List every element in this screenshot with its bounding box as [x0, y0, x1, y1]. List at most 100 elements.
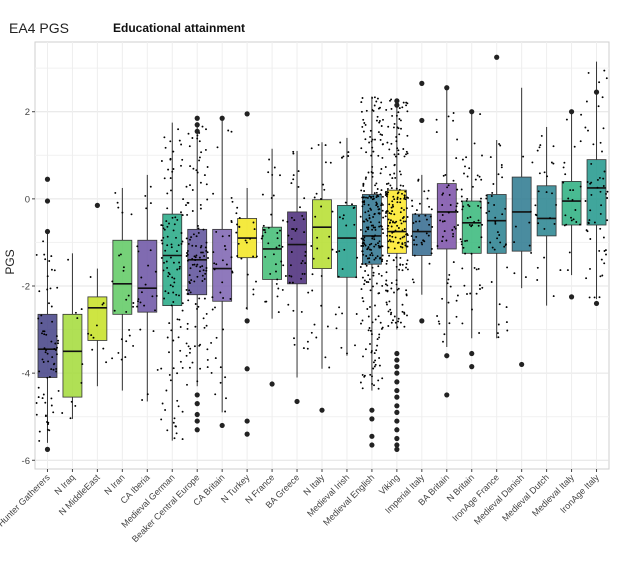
data-point [371, 198, 374, 201]
data-point [393, 315, 396, 318]
data-point [580, 113, 583, 116]
chart-subtitle: Educational attainment [113, 21, 245, 35]
data-point [395, 220, 398, 223]
data-point [530, 251, 533, 254]
outlier-point [369, 433, 375, 439]
data-point [380, 225, 382, 227]
data-point [442, 174, 445, 177]
data-point [469, 292, 472, 295]
data-point [338, 216, 341, 219]
data-point [406, 245, 409, 248]
data-point [206, 166, 209, 168]
data-point [405, 233, 408, 236]
data-point [389, 313, 392, 316]
data-point [198, 140, 201, 143]
data-point [230, 221, 233, 224]
data-point [292, 174, 295, 177]
data-point [443, 230, 446, 233]
data-point [396, 224, 399, 227]
data-point [290, 275, 293, 278]
data-point [362, 118, 365, 121]
data-point [196, 171, 199, 174]
data-point [199, 266, 202, 268]
data-point [301, 259, 304, 262]
data-point [401, 192, 403, 195]
data-point [446, 282, 449, 285]
data-point [381, 156, 384, 159]
data-point [132, 305, 135, 308]
data-point [67, 258, 70, 261]
data-point [390, 212, 393, 215]
box-0 [37, 313, 58, 378]
data-point [598, 296, 601, 299]
data-point [181, 410, 184, 413]
data-point [224, 248, 227, 251]
data-point [186, 252, 188, 254]
data-point [363, 203, 366, 206]
data-point [587, 129, 589, 132]
outlier-point [244, 366, 250, 372]
data-point [282, 264, 285, 267]
data-point [139, 301, 142, 304]
data-point [479, 113, 482, 116]
data-point [168, 273, 171, 276]
data-point [195, 254, 198, 257]
data-point [489, 156, 492, 159]
data-point [188, 145, 191, 148]
data-point [268, 158, 271, 161]
data-point [371, 266, 374, 269]
data-point [494, 216, 497, 219]
data-point [394, 176, 397, 179]
data-point [606, 197, 609, 199]
data-point [360, 110, 363, 113]
data-point [212, 251, 215, 254]
data-point [42, 361, 45, 363]
data-point [185, 354, 188, 357]
data-point [165, 220, 168, 223]
data-point [463, 284, 466, 287]
data-point [46, 275, 49, 278]
data-point [297, 185, 300, 188]
data-point [589, 209, 592, 212]
data-point [369, 329, 372, 332]
data-point [417, 178, 420, 181]
data-point [359, 215, 362, 218]
data-point [125, 310, 128, 313]
data-point [201, 274, 204, 277]
data-point [176, 399, 179, 402]
data-point [390, 225, 393, 228]
data-point [301, 272, 304, 275]
data-point [369, 289, 372, 292]
data-point [415, 243, 418, 246]
data-point [375, 191, 378, 194]
data-point [387, 191, 390, 194]
data-point [211, 296, 214, 299]
data-point [48, 302, 50, 305]
data-point [370, 333, 373, 336]
data-point [441, 235, 444, 238]
outlier-point [194, 392, 200, 398]
data-point [301, 214, 304, 217]
data-point [403, 197, 406, 200]
data-point [381, 254, 384, 257]
data-point [443, 220, 446, 223]
data-point [364, 270, 367, 272]
data-point [171, 276, 174, 279]
data-point [498, 143, 501, 145]
data-point [164, 409, 167, 411]
outlier-point [593, 300, 600, 307]
data-point [480, 197, 482, 200]
data-point [368, 214, 371, 217]
data-point [500, 166, 503, 169]
outlier-point [194, 122, 200, 128]
data-point [374, 234, 377, 237]
data-point [598, 176, 601, 179]
data-point [403, 235, 406, 238]
data-point [375, 119, 378, 122]
data-point [389, 173, 392, 176]
data-point [570, 219, 573, 222]
data-point [466, 239, 468, 242]
data-point [396, 196, 399, 199]
data-point [249, 237, 252, 240]
